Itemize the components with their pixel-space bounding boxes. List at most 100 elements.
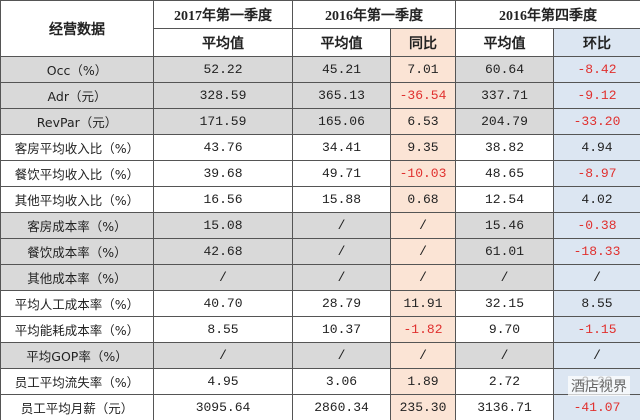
cell: -1.15 [553, 316, 640, 343]
table-row: RevPar（元） 171.59 165.06 6.53 204.79 -33.20 [0, 108, 640, 135]
cell: / [455, 342, 554, 369]
row-label: 员工平均月薪（元） [0, 394, 154, 420]
cell: 15.46 [455, 212, 554, 239]
cell: 328.59 [153, 82, 293, 109]
row-label: 员工平均流失率（%） [0, 368, 154, 395]
cell: 15.08 [153, 212, 293, 239]
cell: 40.70 [153, 290, 293, 317]
cell: / [553, 342, 640, 369]
cell: / [390, 342, 456, 369]
cell: 3136.71 [455, 394, 554, 420]
cell: -33.20 [553, 108, 640, 135]
cell: 48.65 [455, 160, 554, 187]
cell: 12.54 [455, 186, 554, 213]
group-header: 2016年第四季度 [455, 0, 640, 29]
table-row: 平均GOP率（%） / / / / / [0, 342, 640, 369]
watermark: 酒店视界 [568, 376, 630, 396]
table-row: 平均人工成本率（%） 40.70 28.79 11.91 32.15 8.55 [0, 290, 640, 317]
cell: / [553, 264, 640, 291]
cell: / [292, 264, 391, 291]
cell: 4.94 [553, 134, 640, 161]
cell: 42.68 [153, 238, 293, 265]
cell: 9.70 [455, 316, 554, 343]
cell: 6.53 [390, 108, 456, 135]
table-row: 员工平均月薪（元） 3095.64 2860.34 235.30 3136.71 -41.… [0, 394, 640, 420]
cell: / [455, 264, 554, 291]
row-label: Occ（%） [0, 56, 154, 83]
cell: 4.02 [553, 186, 640, 213]
cell: 16.56 [153, 186, 293, 213]
cell: 9.35 [390, 134, 456, 161]
cell: 3095.64 [153, 394, 293, 420]
table-row: 其他成本率（%） / / / / / [0, 264, 640, 291]
cell: 4.95 [153, 368, 293, 395]
cell: / [153, 264, 293, 291]
cell: 43.76 [153, 134, 293, 161]
cell: 28.79 [292, 290, 391, 317]
cell: -9.12 [553, 82, 640, 109]
row-label: 餐饮成本率（%） [0, 238, 154, 265]
row-label: RevPar（元） [0, 108, 154, 135]
cell: 2860.34 [292, 394, 391, 420]
cell: -1.82 [390, 316, 456, 343]
row-label: 客房成本率（%） [0, 212, 154, 239]
cell: -8.42 [553, 56, 640, 83]
row-label: 平均人工成本率（%） [0, 290, 154, 317]
row-label: 平均GOP率（%） [0, 342, 154, 369]
subheader: 平均值 [455, 28, 554, 57]
cell: 8.55 [153, 316, 293, 343]
cell: 39.68 [153, 160, 293, 187]
row-label: Adr（元） [0, 82, 154, 109]
row-label: 客房平均收入比（%） [0, 134, 154, 161]
table-row: 平均能耗成本率（%） 8.55 10.37 -1.82 9.70 -1.15 [0, 316, 640, 343]
cell: 49.71 [292, 160, 391, 187]
cell: 15.88 [292, 186, 391, 213]
table-row: 餐饮成本率（%） 42.68//61.01 -18.33 [0, 238, 640, 265]
cell: 38.82 [455, 134, 554, 161]
cell: / [390, 212, 456, 239]
subheader: 平均值 [153, 28, 293, 57]
table-row: 员工平均流失率（%）4.953.061.892.722.23 [0, 368, 640, 395]
table-row: 餐饮平均收入比（%） 39.68 49.71 -10.03 48.65 -8.97 [0, 160, 640, 187]
subheader: 环比 [553, 28, 640, 57]
table-row: Adr（元） 328.59 365.13 -36.54 337.71 -9.12 [0, 82, 640, 109]
cell: 3.06 [292, 368, 391, 395]
table-row: 其他平均收入比（%） 16.56 15.88 0.68 12.54 4.02 [0, 186, 640, 213]
cell: 1.89 [390, 368, 456, 395]
row-label: 其他成本率（%） [0, 264, 154, 291]
cell: 171.59 [153, 108, 293, 135]
cell: -36.54 [390, 82, 456, 109]
row-label: 平均能耗成本率（%） [0, 316, 154, 343]
cell: / [390, 264, 456, 291]
cell: 0.68 [390, 186, 456, 213]
cell: / [153, 342, 293, 369]
corner-header: 经营数据 [0, 0, 154, 57]
cell: 8.55 [553, 290, 640, 317]
cell: 52.22 [153, 56, 293, 83]
table-row: 客房成本率（%） 15.08//15.46 -0.38 [0, 212, 640, 239]
cell: 7.01 [390, 56, 456, 83]
group-header: 2017年第一季度 [153, 0, 293, 29]
cell: 165.06 [292, 108, 391, 135]
cell: / [292, 342, 391, 369]
cell: 32.15 [455, 290, 554, 317]
row-label: 其他平均收入比（%） [0, 186, 154, 213]
cell: 61.01 [455, 238, 554, 265]
cell: / [292, 212, 391, 239]
cell: -8.97 [553, 160, 640, 187]
table-row: Occ（%） 52.22 45.21 7.01 60.64 -8.42 [0, 56, 640, 83]
cell: / [390, 238, 456, 265]
cell: -18.33 [553, 238, 640, 265]
cell: -41.07 [553, 394, 640, 420]
group-header: 2016年第一季度 [292, 0, 456, 29]
cell: 235.30 [390, 394, 456, 420]
cell: 45.21 [292, 56, 391, 83]
cell: 60.64 [455, 56, 554, 83]
cell: 365.13 [292, 82, 391, 109]
cell: -0.38 [553, 212, 640, 239]
cell: 10.37 [292, 316, 391, 343]
cell: -10.03 [390, 160, 456, 187]
table-row: 客房平均收入比（%） 43.76 34.41 9.35 38.82 4.94 [0, 134, 640, 161]
